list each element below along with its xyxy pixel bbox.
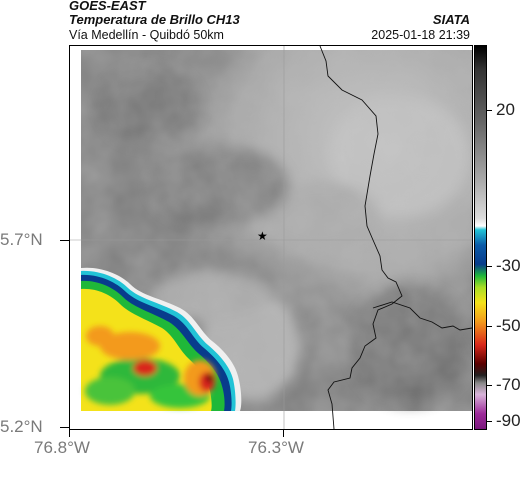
lon-tick-mark [69,429,70,437]
lat-tick-mark [60,240,69,241]
colorbar-label-minus30: -30 [496,256,521,275]
colorbar-label-minus70: -70 [496,375,521,394]
convective-storm [81,267,242,411]
department-boundary [319,46,403,429]
lat-tick-mark [60,427,69,428]
colorbar [474,45,487,430]
product-title: Temperatura de Brillo CH13 [69,12,240,27]
lat-label-5.2: 5.2°N [0,417,43,436]
colorbar-tick [486,421,492,422]
lon-label-76.8: 76.8°W [34,438,90,457]
satellite-map [70,46,472,429]
colorbar-label-minus90: -90 [496,411,521,430]
lat-label-5.7: 5.7°N [0,230,43,249]
route-label: Vía Medellín - Quibdó 50km [69,28,224,42]
satellite-title: GOES-EAST [69,0,146,13]
lon-label-76.3: 76.3°W [248,438,304,457]
boundary-branch [372,301,472,331]
colorbar-tick [486,326,492,327]
agency-label: SIATA [432,12,470,27]
reference-star-icon: ★ [257,229,268,243]
lon-tick-mark [283,429,284,437]
map-frame: ★ [69,45,473,430]
colorbar-tick [486,385,492,386]
colorbar-label-minus50: -50 [496,316,521,335]
datetime-label: 2025-01-18 21:39 [371,28,470,42]
colorbar-label-20: 20 [496,100,515,119]
colorbar-tick [486,266,492,267]
colorbar-tick [486,110,492,111]
